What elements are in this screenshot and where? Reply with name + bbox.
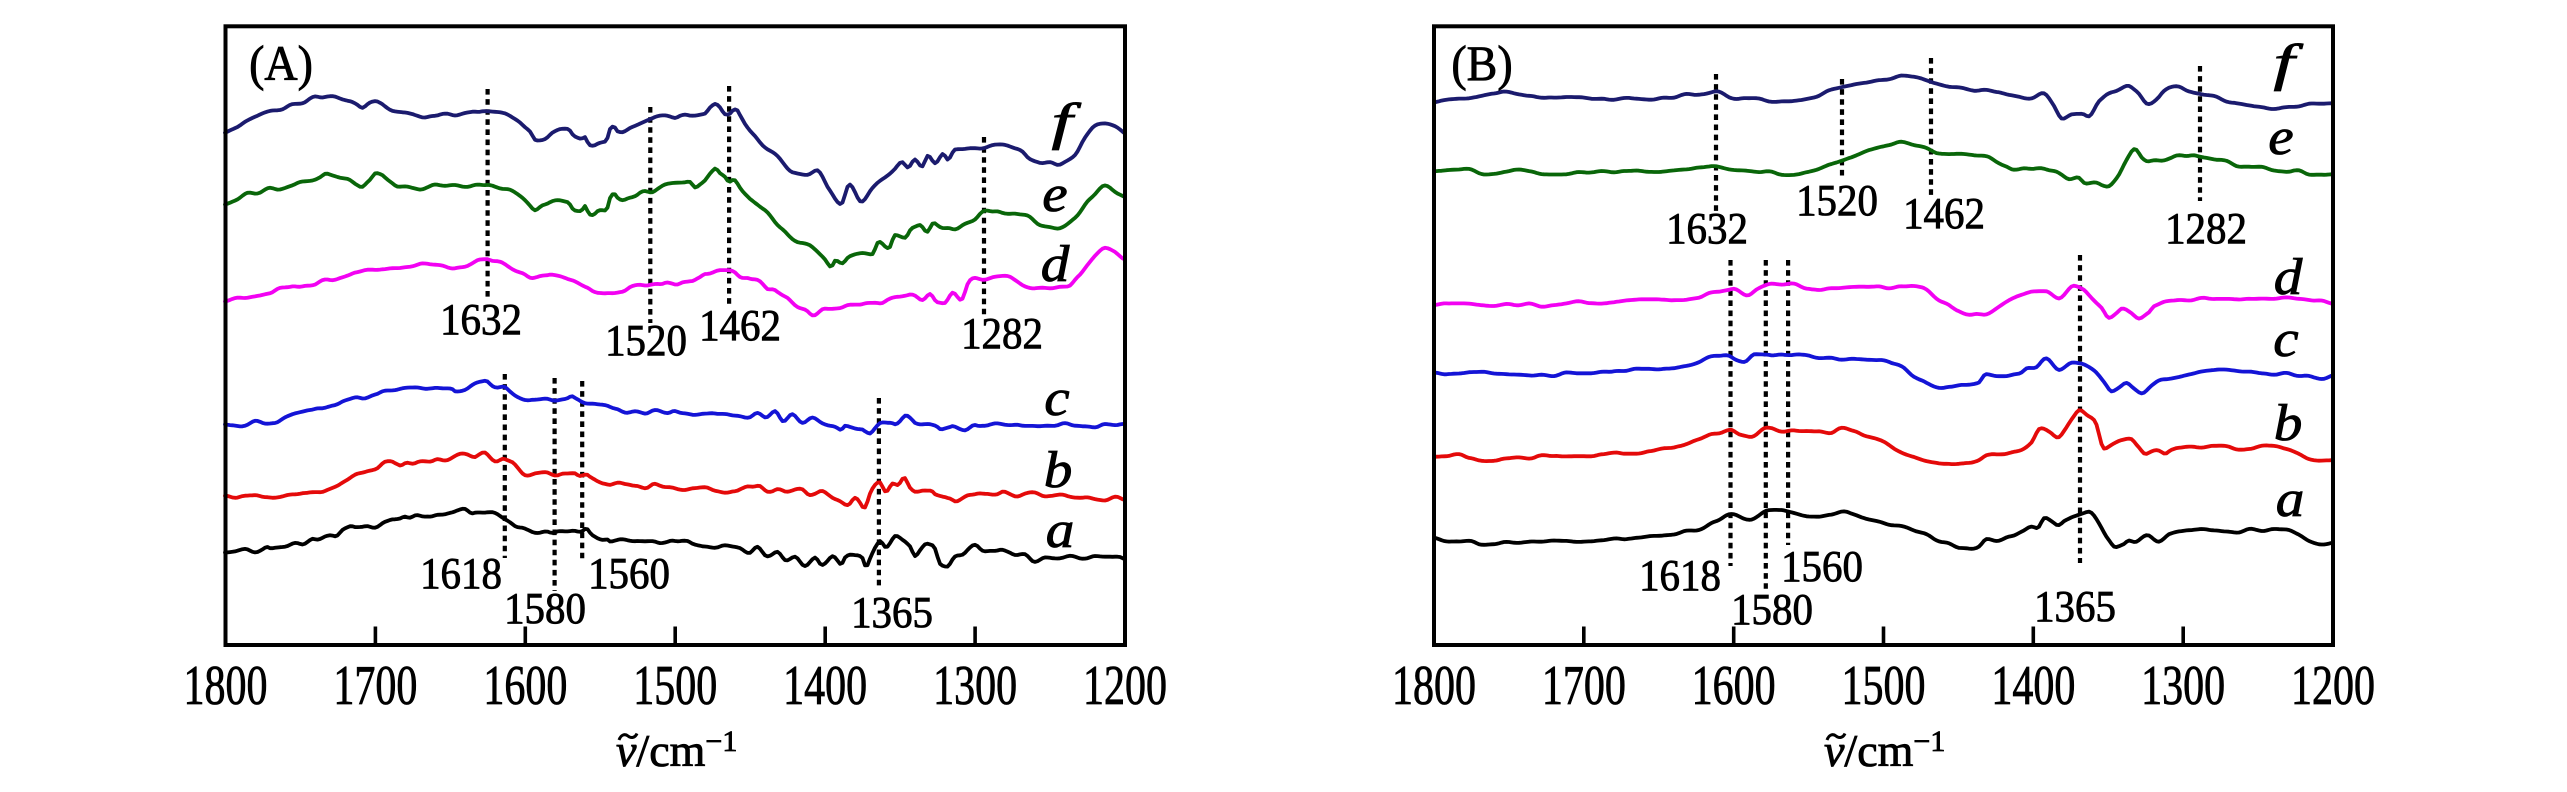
svg-text:c: c — [2273, 309, 2298, 367]
svg-text:b: b — [2274, 393, 2303, 451]
svg-text:1618: 1618 — [420, 550, 502, 599]
svg-text:a: a — [2276, 469, 2305, 527]
svg-text:e: e — [1042, 164, 1067, 222]
svg-text:1300: 1300 — [2141, 654, 2225, 716]
svg-text:1400: 1400 — [1991, 654, 2075, 716]
svg-text:1200: 1200 — [1083, 654, 1167, 716]
svg-text:1800: 1800 — [1392, 654, 1476, 716]
svg-text:1520: 1520 — [605, 317, 687, 366]
svg-text:1500: 1500 — [633, 654, 717, 716]
svg-text:1365: 1365 — [2034, 583, 2116, 632]
svg-text:1700: 1700 — [1542, 654, 1626, 716]
svg-text:1400: 1400 — [783, 654, 867, 716]
svg-text:1600: 1600 — [1692, 654, 1776, 716]
svg-text:1580: 1580 — [1731, 586, 1813, 635]
svg-text:1560: 1560 — [1781, 543, 1863, 592]
svg-text:1520: 1520 — [1796, 177, 1878, 226]
svg-text:1800: 1800 — [184, 654, 268, 716]
svg-text:a: a — [1046, 500, 1075, 558]
svg-text:ν/cm−1: ν/cm−1 — [1824, 725, 1945, 776]
svg-text:1632: 1632 — [440, 296, 522, 345]
svg-text:1632: 1632 — [1666, 205, 1748, 254]
svg-text:(B): (B) — [1451, 36, 1512, 91]
svg-text:1200: 1200 — [2291, 654, 2375, 716]
svg-text:1580: 1580 — [504, 585, 586, 634]
svg-text:1282: 1282 — [2165, 205, 2247, 254]
svg-text:1700: 1700 — [333, 654, 417, 716]
svg-text:d: d — [2274, 247, 2303, 305]
svg-text:1500: 1500 — [1842, 654, 1926, 716]
svg-text:c: c — [1044, 368, 1069, 426]
svg-text:1462: 1462 — [1903, 190, 1985, 239]
svg-text:ν/cm−1: ν/cm−1 — [616, 725, 737, 776]
svg-text:1600: 1600 — [483, 654, 567, 716]
svg-text:d: d — [1041, 234, 1070, 292]
svg-text:1560: 1560 — [588, 550, 670, 599]
svg-text:b: b — [1044, 440, 1073, 498]
svg-text:1300: 1300 — [933, 654, 1017, 716]
svg-text:1282: 1282 — [961, 310, 1043, 359]
svg-text:1618: 1618 — [1639, 552, 1721, 601]
svg-text:1462: 1462 — [699, 302, 781, 351]
svg-text:(A): (A) — [249, 36, 313, 91]
svg-text:e: e — [2268, 107, 2293, 165]
svg-text:1365: 1365 — [851, 589, 933, 638]
